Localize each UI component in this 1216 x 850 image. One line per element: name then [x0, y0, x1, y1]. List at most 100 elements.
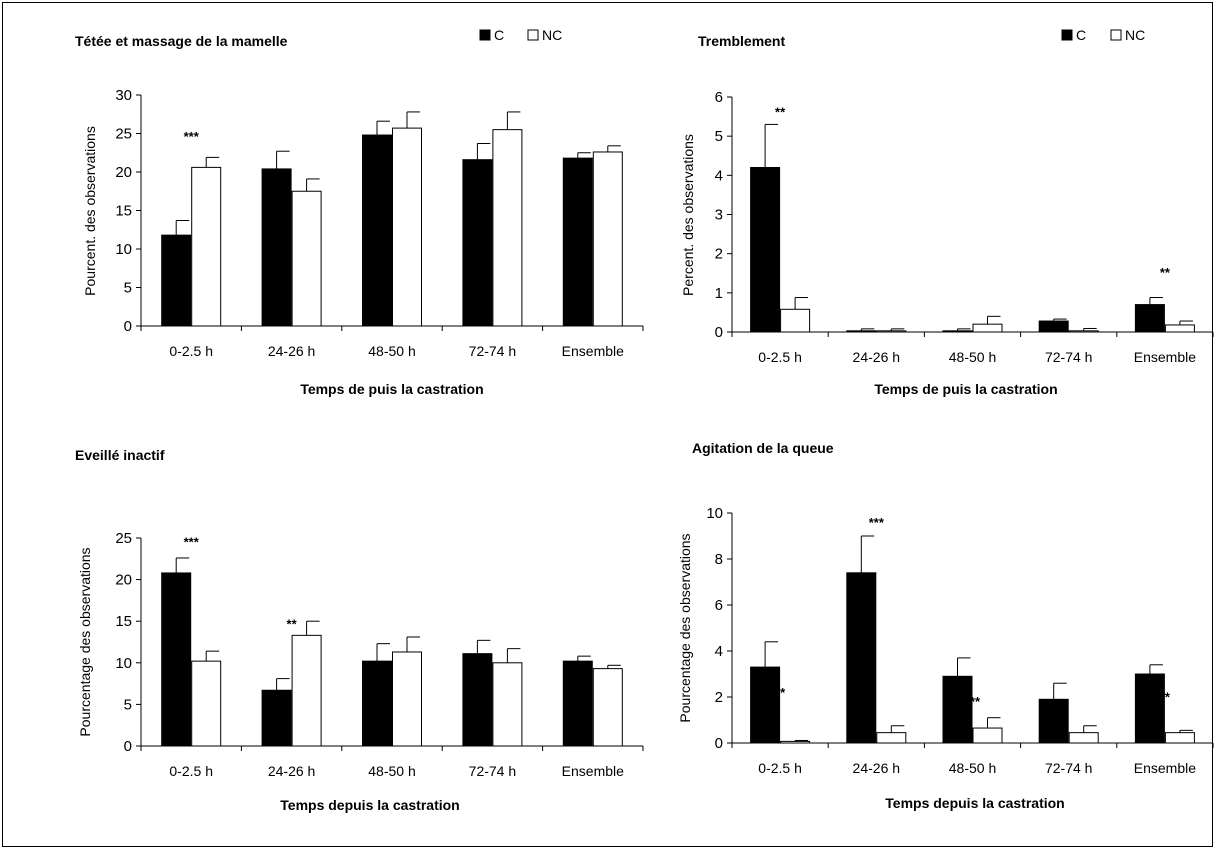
x-tick-label: 24-26 h — [853, 760, 900, 776]
x-tick-label: 48-50 h — [949, 760, 996, 776]
x-tick-label: 24-26 h — [268, 763, 315, 779]
bar-c — [1038, 320, 1069, 333]
bar-nc — [1068, 330, 1099, 333]
x-tick-label: Ensemble — [1134, 760, 1196, 776]
y-axis-label: Pourcent. des observations — [82, 126, 98, 296]
y-tick-label: 25 — [115, 530, 132, 547]
x-tick-label: Ensemble — [562, 763, 624, 779]
y-tick-label: 0 — [715, 735, 723, 752]
chart-title: Eveillé inactif — [75, 447, 165, 463]
y-tick-label: 5 — [715, 128, 723, 145]
legend-label-c: C — [1076, 27, 1086, 43]
bar-nc — [1164, 732, 1195, 744]
y-tick-label: 1 — [715, 285, 723, 302]
y-tick-label: 4 — [715, 167, 723, 184]
bar-c — [462, 159, 493, 327]
x-axis-label: Temps de puis la castration — [300, 381, 483, 397]
y-tick-label: 5 — [124, 280, 132, 297]
x-tick-label: 0-2.5 h — [758, 349, 802, 365]
bar-c — [750, 167, 781, 333]
x-tick-label: 24-26 h — [268, 343, 315, 359]
y-tick-label: 4 — [715, 643, 723, 660]
y-tick-label: 15 — [115, 203, 132, 220]
bar-c — [362, 134, 392, 327]
y-tick-label: 0 — [124, 318, 132, 335]
legend-swatch-nc — [527, 29, 539, 41]
chart-title: Tremblement — [698, 33, 785, 49]
significance-marker: ** — [287, 617, 298, 632]
bar-nc — [592, 151, 623, 327]
bar-nc — [876, 330, 907, 333]
bar-nc — [592, 668, 623, 747]
bar-nc — [876, 732, 907, 744]
x-tick-label: 48-50 h — [368, 763, 415, 779]
bar-c — [562, 157, 593, 327]
legend-label-c: C — [494, 27, 504, 43]
bar-c — [161, 572, 192, 747]
legend-swatch-c — [1061, 29, 1073, 41]
bar-c — [750, 666, 781, 744]
bar-nc — [1164, 324, 1195, 333]
chart-4: Agitation de la queue 0 2 4 6 8 10 0-2.5 h 24-26… — [677, 440, 1214, 811]
x-tick-label: 48-50 h — [368, 343, 415, 359]
y-tick-label: 2 — [715, 689, 723, 706]
x-axis-label: Temps depuis la castration — [885, 795, 1064, 811]
bar-nc — [191, 166, 222, 327]
x-tick-label: Ensemble — [1134, 349, 1196, 365]
x-tick-label: 72-74 h — [1045, 760, 1092, 776]
chart-2: Tremblement C NC 0 1 2 3 4 5 6 0-2.5 h 24-26 h 48-50… — [680, 27, 1214, 397]
chart-3: Eveillé inactif 0 5 10 15 20 25 0-2.5 h 24-26 h 4… — [75, 447, 644, 813]
bar-c — [562, 660, 593, 747]
x-tick-label: 72-74 h — [469, 343, 516, 359]
bar-c — [1134, 673, 1165, 744]
significance-marker: *** — [184, 129, 200, 144]
bar-c — [1038, 698, 1069, 744]
bar-nc — [972, 727, 1003, 744]
bar-nc — [191, 660, 222, 747]
bar-nc — [392, 127, 422, 327]
y-axis-label: Pourcentage des observations — [77, 547, 93, 736]
chart-1: Tétée et massage de la mamelle C NC 0 5 10 15 2… — [75, 27, 644, 397]
bar-c — [261, 689, 292, 747]
y-tick-label: 5 — [124, 696, 132, 713]
significance-marker: *** — [869, 515, 885, 530]
bar-nc — [291, 634, 322, 747]
y-tick-label: 6 — [715, 89, 723, 106]
bar-nc — [291, 190, 322, 327]
bar-nc — [492, 662, 523, 747]
bar-c — [942, 675, 973, 744]
y-tick-label: 8 — [715, 551, 723, 568]
bar-c — [846, 330, 877, 333]
y-tick-label: 3 — [715, 207, 723, 224]
bar-nc — [972, 323, 1003, 333]
y-tick-label: 10 — [115, 655, 132, 672]
y-tick-label: 20 — [115, 164, 132, 181]
y-tick-label: 6 — [715, 597, 723, 614]
y-tick-label: 15 — [115, 613, 132, 630]
y-tick-label: 20 — [115, 572, 132, 589]
x-tick-label: 24-26 h — [853, 349, 900, 365]
bar-c — [362, 660, 392, 747]
bar-c — [462, 653, 493, 747]
y-tick-label: 30 — [115, 87, 132, 104]
y-tick-label: 2 — [715, 246, 723, 263]
x-tick-label: 72-74 h — [1045, 349, 1092, 365]
x-tick-label: 72-74 h — [469, 763, 516, 779]
x-axis-label: Temps de puis la castration — [874, 381, 1057, 397]
x-tick-label: 48-50 h — [949, 349, 996, 365]
y-tick-label: 10 — [706, 505, 723, 522]
x-axis-label: Temps depuis la castration — [280, 797, 459, 813]
y-axis-label: Percent. des observations — [680, 134, 696, 296]
legend-swatch-nc — [1110, 29, 1122, 41]
bar-nc — [392, 651, 422, 747]
y-tick-label: 0 — [124, 738, 132, 755]
x-tick-label: 0-2.5 h — [169, 343, 213, 359]
bar-nc — [780, 308, 811, 333]
bar-nc — [780, 740, 811, 744]
y-tick-label: 0 — [715, 324, 723, 341]
significance-marker: ** — [1160, 690, 1171, 705]
legend-swatch-c — [479, 29, 491, 41]
y-tick-label: 10 — [115, 241, 132, 258]
bar-c — [161, 234, 192, 327]
